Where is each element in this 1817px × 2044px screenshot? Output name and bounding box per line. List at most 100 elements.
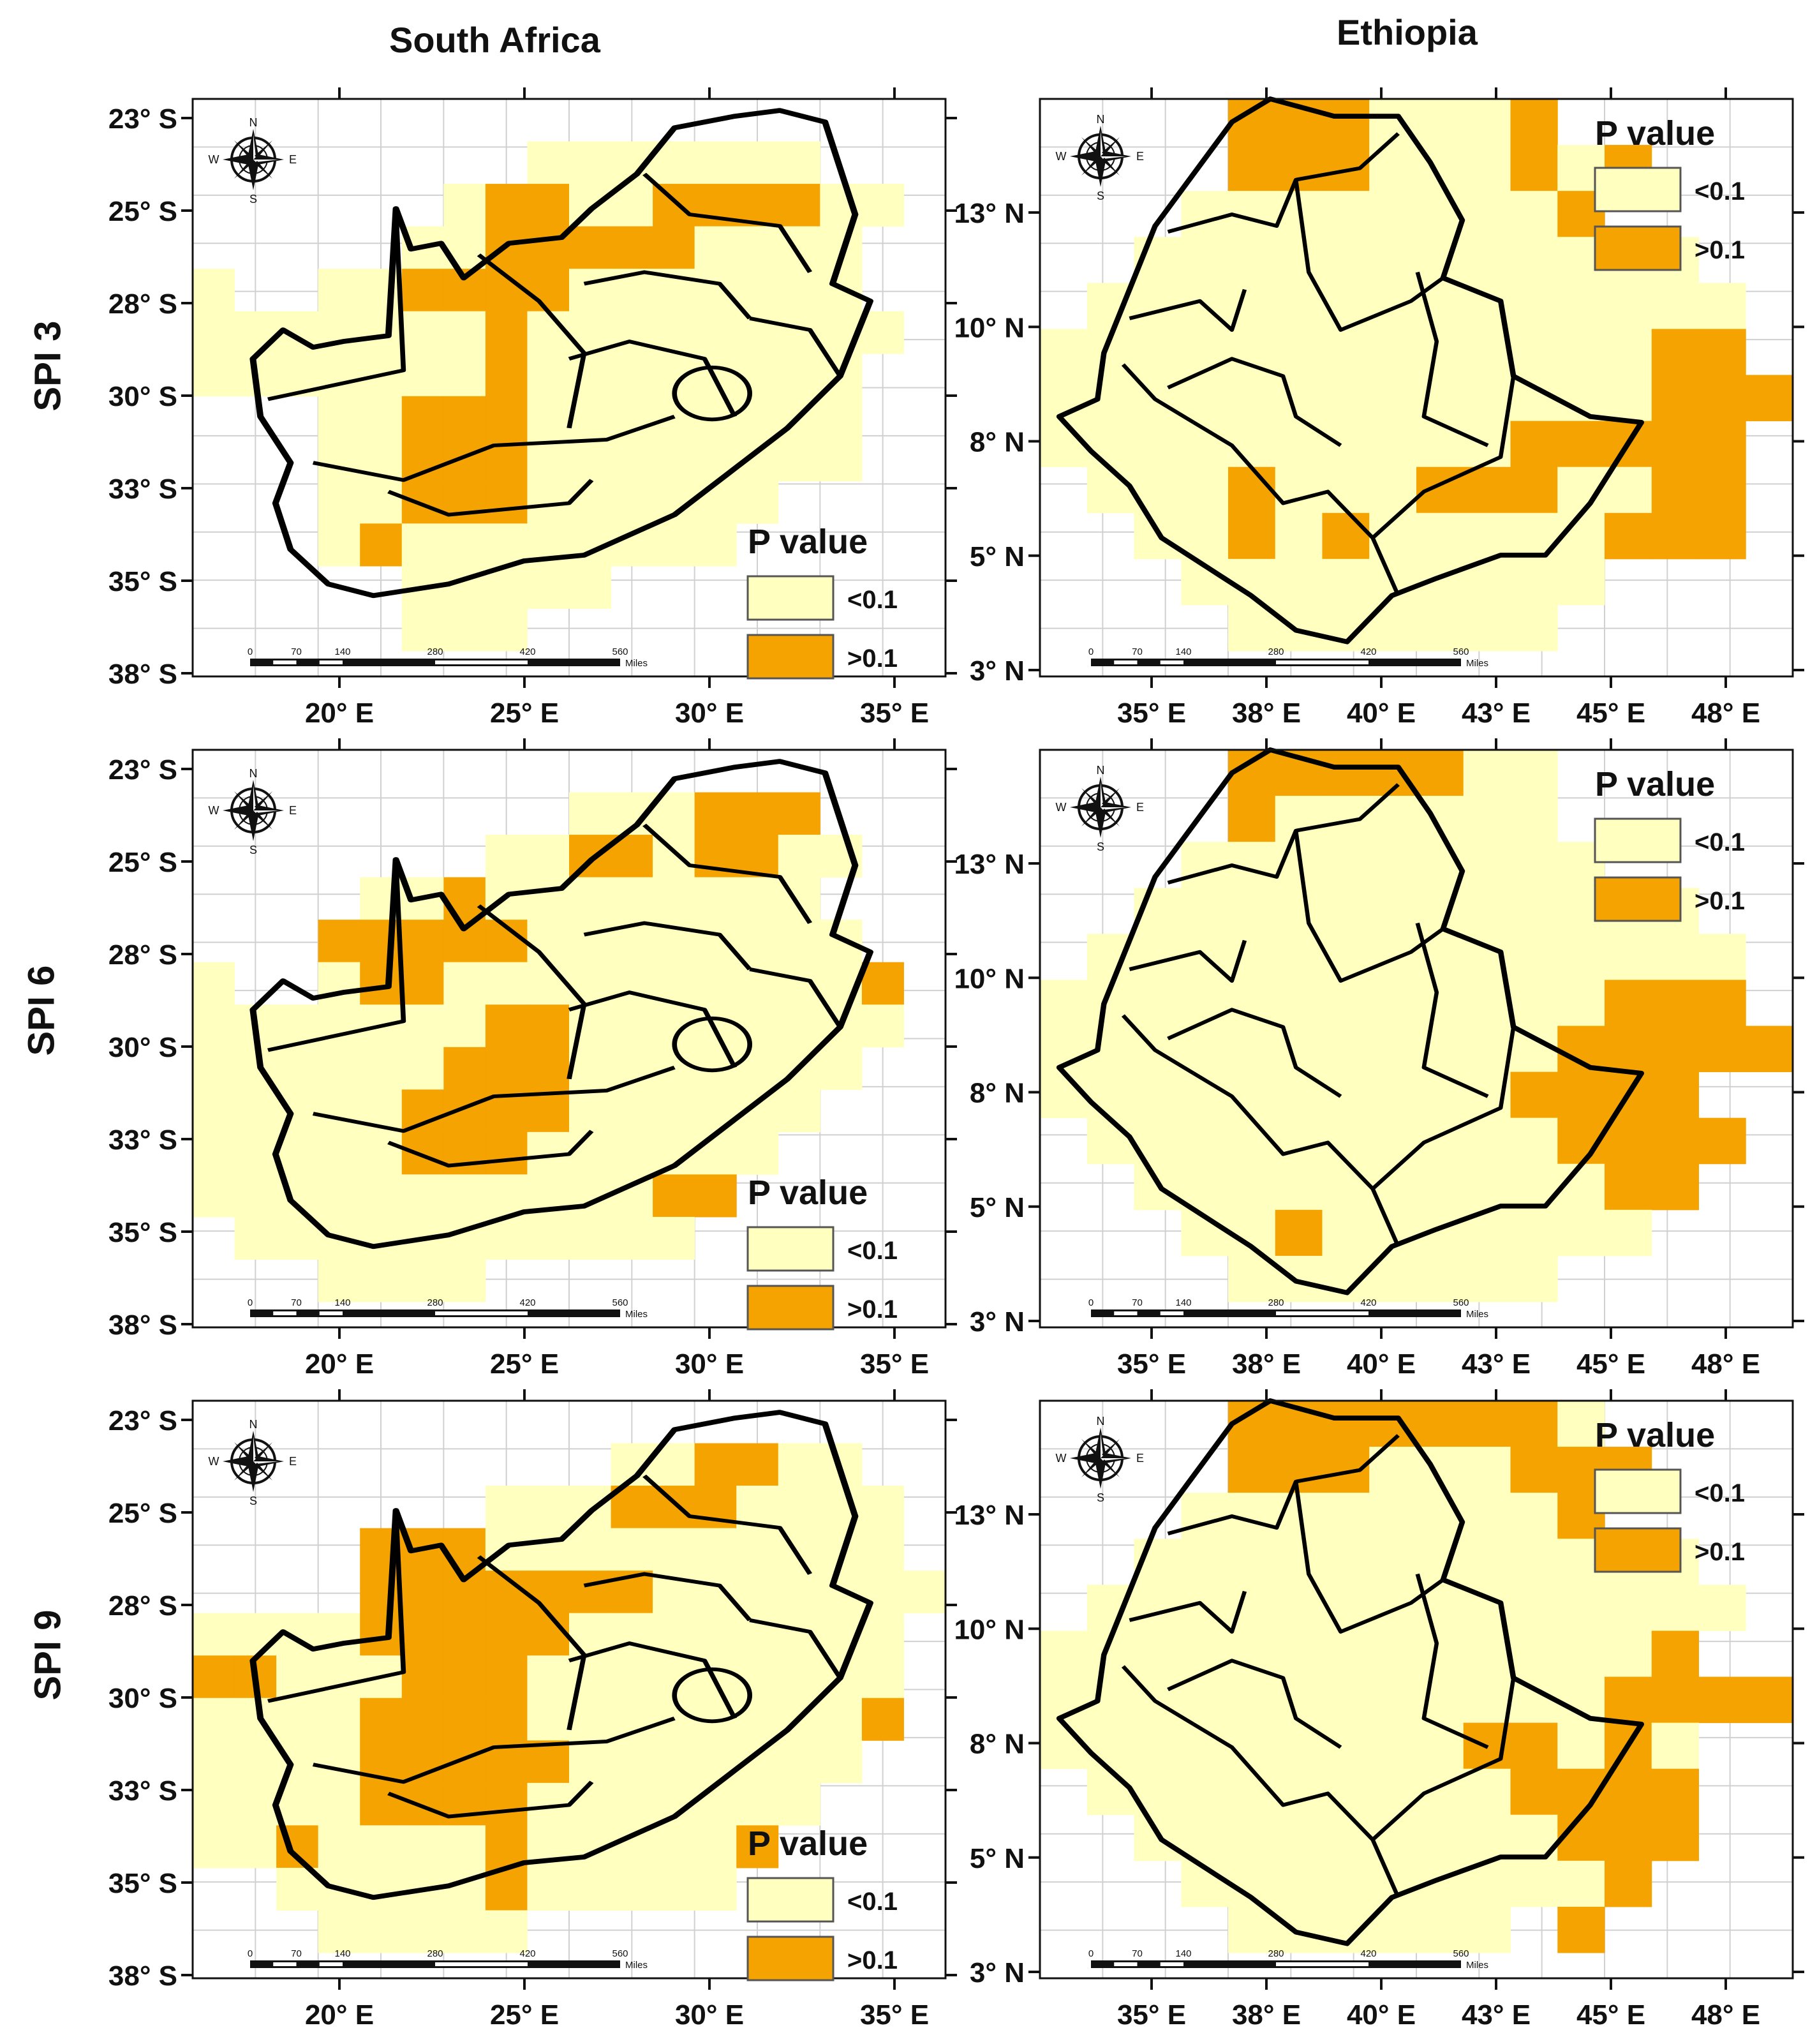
cell-p-below-0-1: [1557, 1860, 1605, 1907]
country-outline: [249, 108, 874, 599]
cell-p-below-0-1: [1557, 1585, 1605, 1631]
cell-p-below-0-1: [1181, 329, 1229, 375]
cell-p-below-0-1: [1322, 1630, 1370, 1677]
legend-label: >0.1: [1695, 236, 1745, 264]
compass-star-minor: [234, 161, 252, 179]
y-tick-label: 30° S: [108, 381, 177, 412]
cell-p-above-0-1: [443, 1655, 486, 1699]
compass-star-minor: [255, 791, 272, 809]
cell-p-below-0-1: [443, 1174, 486, 1218]
cell-p-below-0-1: [1181, 980, 1229, 1026]
compass-star-minor: [1081, 788, 1099, 806]
scale-bar-unit: Miles: [1466, 1309, 1488, 1320]
compass-star-minor: [1081, 809, 1099, 826]
cell-p-below-0-1: [1228, 980, 1276, 1026]
cell-p-below-0-1: [443, 184, 486, 227]
cell-p-below-0-1: [1181, 191, 1229, 237]
cell-p-below-0-1: [1416, 980, 1464, 1026]
cell-p-below-0-1: [1369, 842, 1417, 888]
cell-p-below-0-1: [1181, 1493, 1229, 1539]
cell-p-below-0-1: [778, 141, 820, 184]
x-tick-label: 38° E: [1232, 697, 1301, 729]
cell-p-below-0-1: [1510, 750, 1558, 796]
cell-p-below-0-1: [527, 1867, 570, 1911]
cell-p-below-0-1: [527, 1216, 570, 1260]
cell-p-below-0-1: [1463, 1026, 1511, 1073]
cell-p-below-0-1: [485, 1910, 528, 1953]
cell-p-below-0-1: [1181, 842, 1229, 888]
cell-p-below-0-1: [1275, 329, 1323, 375]
cell-p-below-0-1: [234, 1216, 277, 1260]
y-tick-label: 13° N: [954, 198, 1025, 229]
legend: P value <0.1 >0.1: [1594, 114, 1745, 271]
compass-star-minor: [255, 140, 272, 158]
cell-p-below-0-1: [1416, 191, 1464, 237]
cell-p-below-0-1: [1557, 1401, 1605, 1447]
scale-bar-tick-label: 560: [1453, 646, 1469, 657]
legend-label: <0.1: [847, 586, 898, 614]
legend: P value <0.1 >0.1: [1594, 765, 1745, 922]
cell-p-above-0-1: [1651, 1768, 1699, 1816]
cell-p-below-0-1: [1040, 980, 1088, 1026]
cell-p-below-0-1: [1322, 1860, 1370, 1907]
cell-p-below-0-1: [736, 1697, 779, 1741]
province-boundary: [1192, 421, 1400, 597]
cell-p-above-0-1: [485, 1047, 528, 1090]
cell-p-below-0-1: [1275, 1117, 1323, 1165]
scale-bar-tick-label: 420: [519, 646, 535, 657]
province-boundary: [1167, 132, 1400, 234]
scale-bar-tick-label: 0: [1088, 1948, 1094, 1959]
cell-p-below-0-1: [861, 184, 904, 227]
cell-p-below-0-1: [1228, 375, 1276, 422]
compass-w-label: W: [1056, 150, 1067, 163]
cell-p-below-0-1: [485, 523, 528, 567]
cell-p-above-0-1: [1651, 1676, 1699, 1724]
cell-p-below-0-1: [485, 608, 528, 652]
cell-p-above-0-1: [1510, 1071, 1558, 1119]
compass-star-minor: [1102, 137, 1120, 155]
cell-p-below-0-1: [569, 438, 612, 482]
y-tick-label: 25° S: [108, 196, 177, 227]
country-outline: [249, 1410, 874, 1900]
x-tick-label: 43° E: [1462, 1348, 1531, 1380]
cell-p-below-0-1: [1181, 466, 1229, 514]
compass-star-minor: [1102, 1459, 1120, 1477]
y-tick-label: 5° N: [970, 1192, 1025, 1223]
cell-p-below-0-1: [1369, 1585, 1417, 1631]
cell-p-below-0-1: [360, 1131, 403, 1175]
cell-p-above-0-1: [653, 1174, 695, 1218]
y-tick-label: 5° N: [970, 541, 1025, 572]
scale-bar-tick-label: 560: [1453, 1948, 1469, 1959]
p-value-cells: [193, 792, 904, 1302]
cell-p-below-0-1: [1275, 934, 1323, 980]
scale-bar-tick-label: 70: [1132, 646, 1143, 657]
cell-p-below-0-1: [1369, 1676, 1417, 1724]
cell-p-below-0-1: [1228, 237, 1276, 283]
cell-p-above-0-1: [360, 920, 403, 963]
cell-p-above-0-1: [1510, 1447, 1558, 1493]
cell-p-below-0-1: [736, 1528, 779, 1571]
cell-p-above-0-1: [485, 354, 528, 397]
cell-p-below-0-1: [318, 438, 360, 482]
legend-title: P value: [748, 1174, 868, 1212]
cell-p-above-0-1: [1557, 1906, 1605, 1953]
legend-title: P value: [748, 523, 868, 561]
cell-p-above-0-1: [485, 1825, 528, 1869]
cell-p-below-0-1: [778, 1570, 820, 1614]
cell-p-below-0-1: [318, 1259, 360, 1302]
y-tick-label: 33° S: [108, 1124, 177, 1156]
cell-p-below-0-1: [653, 1528, 695, 1571]
province-boundary: [477, 1555, 587, 1731]
cell-p-below-0-1: [1605, 466, 1652, 514]
column-title-south-africa: South Africa: [389, 20, 600, 60]
cell-p-above-0-1: [1651, 1071, 1699, 1119]
cell-p-below-0-1: [1463, 1447, 1511, 1493]
cell-p-below-0-1: [1275, 1676, 1323, 1724]
legend-label: >0.1: [847, 1295, 898, 1324]
scale-bar-tick-label: 140: [334, 1948, 350, 1959]
legend-swatch: [1594, 167, 1682, 213]
y-tick-label: 10° N: [954, 1614, 1025, 1645]
cell-p-below-0-1: [1557, 1630, 1605, 1677]
cell-p-above-0-1: [1746, 1026, 1793, 1073]
y-tick-label: 38° S: [108, 659, 177, 690]
